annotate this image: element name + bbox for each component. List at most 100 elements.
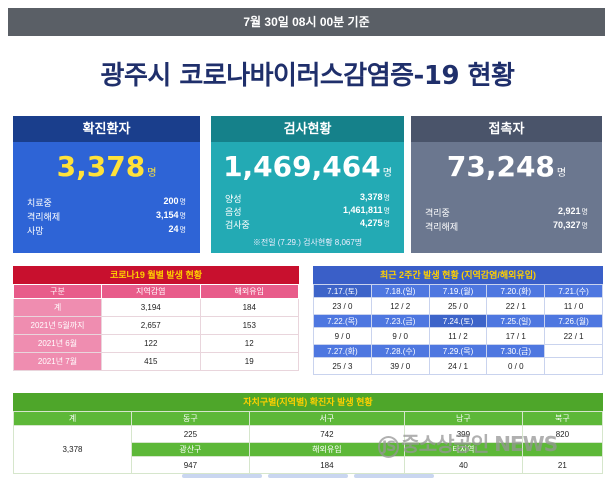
contacts-total: 73,248 명 (446, 150, 567, 183)
value-cell: 12 / 2 (370, 297, 430, 315)
weekly-table: 7.17.(토) 7.18.(일) 7.19.(월) 7.20.(화) 7.21… (313, 284, 603, 375)
monthly-table: 구분 지역감염 해외유입 계 3,194 184 2021년 5월까지 2,65… (13, 284, 299, 371)
district-header-total: 계 (13, 411, 132, 426)
weekly-cases-panel: 최근 2주간 발생 현황 (지역감염/해외유입) 7.17.(토) 7.18.(… (313, 266, 603, 375)
monthly-cases-panel: 코로나19 월별 발생 현황 구분 지역감염 해외유입 계 3,194 184 … (13, 266, 299, 371)
cell-overseas: 19 (199, 352, 299, 371)
district-value: 225 (131, 425, 250, 443)
date-cell: 7.26.(월) (544, 314, 603, 328)
bottom-link[interactable] (267, 474, 348, 478)
confirmed-row-released: 격리해제 3,154명 (27, 210, 186, 222)
row-label: 2021년 6월 (13, 334, 102, 353)
district-header: 동구 (131, 411, 250, 426)
value-cell: 24 / 1 (428, 357, 488, 375)
date-cell: 7.28.(수) (370, 344, 430, 358)
value-cell: 11 / 2 (428, 327, 488, 345)
date-cell: 7.18.(일) (370, 284, 430, 298)
district-header: 북구 (521, 411, 604, 426)
empty-cell (544, 344, 603, 358)
contacts-row-isolating: 격리중 2,921명 (425, 206, 588, 218)
value-cell: 0 / 0 (486, 357, 546, 375)
district-cases-panel: 자치구별(지역별) 확진자 발생 현황 계 동구 서구 남구 북구 3,378 … (13, 393, 604, 474)
district-total-value: 3,378 (13, 425, 132, 474)
watermark-logo-icon: JS (378, 436, 400, 458)
district-value: 820 (521, 425, 604, 443)
contacts-card: 접촉자 73,248 명 격리중 2,921명 격리해제 70,327명 (411, 116, 602, 253)
district-value: 21 (521, 456, 604, 474)
district-value: 947 (131, 456, 250, 474)
confirmed-card-header: 확진환자 (13, 116, 200, 142)
testing-card: 검사현황 1,469,464 명 양성 3,378명 음성 1,461,811명 검사… (211, 116, 404, 253)
testing-row-negative: 음성 1,461,811명 (225, 205, 390, 217)
news-watermark: JS 중소상공인 NEWS (378, 428, 558, 458)
date-cell: 7.20.(화) (486, 284, 546, 298)
monthly-header-local: 지역감염 (101, 284, 201, 299)
table-row: 계 3,194 184 (13, 298, 299, 317)
cell-local: 415 (101, 352, 201, 371)
row-label: 2021년 5월까지 (13, 316, 102, 335)
district-header: 해외유입 (248, 442, 406, 457)
cell-overseas: 12 (199, 334, 299, 353)
date-cell: 7.19.(월) (428, 284, 488, 298)
bottom-link-strip (0, 474, 615, 481)
cell-overseas: 153 (199, 316, 299, 335)
date-cell: 7.27.(화) (313, 344, 372, 358)
contacts-card-header: 접촉자 (411, 116, 602, 142)
confirmed-total: 3,378 명 (56, 150, 157, 183)
date-cell: 7.23.(금) (370, 314, 430, 328)
monthly-header-category: 구분 (13, 284, 102, 299)
value-cell: 25 / 3 (313, 357, 372, 375)
row-label: 계 (13, 298, 102, 317)
value-cell: 22 / 1 (486, 297, 546, 315)
date-cell: 7.21.(수) (544, 284, 603, 298)
testing-row-positive: 양성 3,378명 (225, 192, 390, 204)
testing-card-header: 검사현황 (211, 116, 404, 142)
date-cell: 7.17.(토) (313, 284, 372, 298)
monthly-panel-title: 코로나19 월별 발생 현황 (13, 266, 299, 284)
date-cell: 7.24.(토) (428, 314, 488, 328)
value-cell: 25 / 0 (428, 297, 488, 315)
district-header (521, 442, 604, 457)
value-cell: 9 / 0 (313, 327, 372, 345)
empty-cell (544, 357, 603, 375)
row-label: 2021년 7월 (13, 352, 102, 371)
table-row: 2021년 5월까지 2,657 153 (13, 316, 299, 335)
bottom-link[interactable] (353, 474, 434, 478)
value-cell: 11 / 0 (544, 297, 603, 315)
district-table: 계 동구 서구 남구 북구 3,378 225 742 399 820 광산구 … (13, 411, 604, 474)
district-panel-title: 자치구별(지역별) 확진자 발생 현황 (13, 393, 603, 411)
district-header: 광산구 (131, 442, 250, 457)
date-cell: 7.22.(목) (313, 314, 372, 328)
date-cell: 7.29.(목) (428, 344, 488, 358)
confirmed-row-treating: 치료중 200명 (27, 196, 186, 208)
value-cell: 9 / 0 (370, 327, 430, 345)
contacts-row-released: 격리해제 70,327명 (425, 220, 588, 232)
district-header: 남구 (404, 411, 523, 426)
value-cell: 17 / 1 (486, 327, 546, 345)
testing-row-pending: 검사중 4,275명 (225, 218, 390, 230)
date-cell: 7.30.(금) (486, 344, 546, 358)
date-cell: 7.25.(일) (486, 314, 546, 328)
timestamp-banner: 7월 30일 08시 00분 기준 (8, 8, 605, 36)
cell-local: 3,194 (101, 298, 201, 317)
cell-local: 2,657 (101, 316, 201, 335)
weekly-panel-title: 최근 2주간 발생 현황 (지역감염/해외유입) (313, 266, 603, 284)
table-row: 2021년 7월 415 19 (13, 352, 299, 371)
value-cell: 22 / 1 (544, 327, 603, 345)
bottom-link[interactable] (181, 474, 262, 478)
monthly-header-overseas: 해외유입 (199, 284, 299, 299)
cell-overseas: 184 (199, 298, 299, 317)
cell-local: 122 (101, 334, 201, 353)
value-cell: 39 / 0 (370, 357, 430, 375)
district-header: 서구 (248, 411, 406, 426)
district-header: 타지역 (404, 442, 523, 457)
confirmed-card: 확진환자 3,378 명 치료중 200명 격리해제 3,154명 사망 24명 (13, 116, 200, 253)
confirmed-row-deaths: 사망 24명 (27, 224, 186, 236)
table-row: 2021년 6월 122 12 (13, 334, 299, 353)
value-cell: 23 / 0 (313, 297, 372, 315)
testing-total: 1,469,464 명 (223, 150, 392, 183)
district-value: 40 (404, 456, 523, 474)
page-title: 광주시 코로나바이러스감염증-19 현황 (100, 61, 515, 91)
testing-note: ※전일 (7.29.) 검사현황 8,067명 (252, 238, 363, 247)
district-value: 184 (248, 456, 406, 474)
